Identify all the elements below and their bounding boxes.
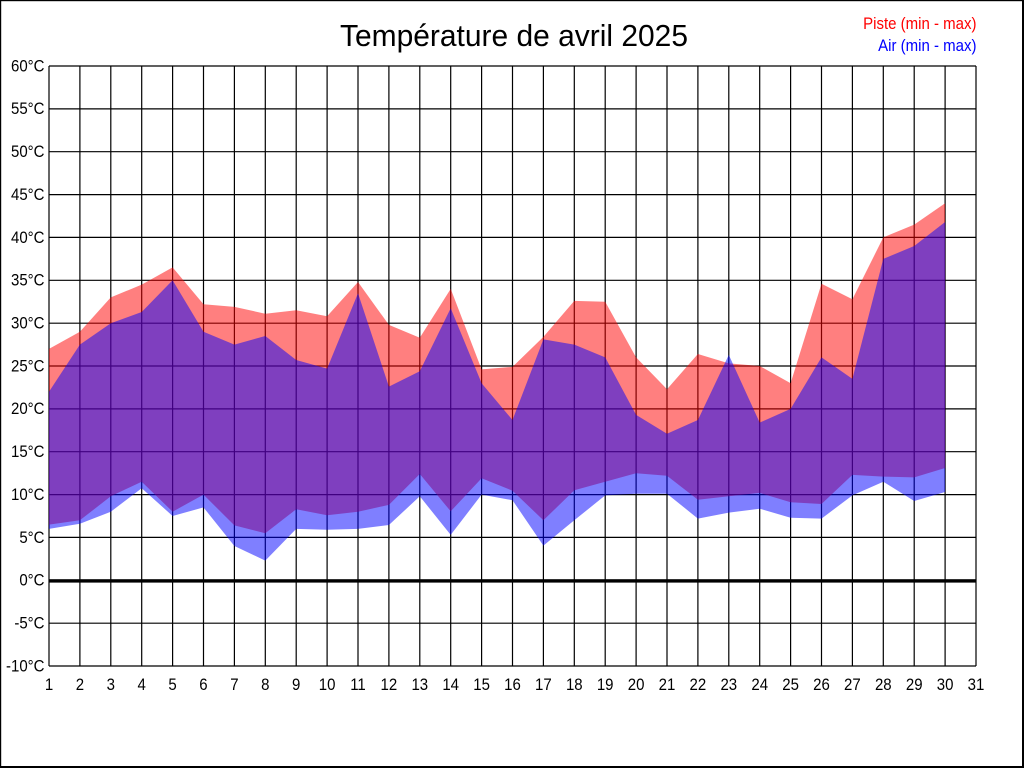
svg-text:35°C: 35°C: [11, 272, 45, 290]
svg-text:3: 3: [107, 677, 115, 695]
svg-text:2: 2: [76, 677, 84, 695]
svg-text:30°C: 30°C: [11, 315, 45, 333]
svg-text:-5°C: -5°C: [14, 615, 44, 633]
svg-text:6: 6: [199, 677, 207, 695]
svg-text:21: 21: [659, 677, 676, 695]
svg-text:13: 13: [411, 677, 428, 695]
svg-text:-10°C: -10°C: [6, 658, 45, 676]
svg-text:5°C: 5°C: [19, 529, 44, 547]
svg-text:Piste (min - max): Piste (min - max): [863, 16, 976, 34]
svg-text:20: 20: [628, 677, 645, 695]
svg-text:5: 5: [168, 677, 177, 695]
svg-text:16: 16: [504, 677, 521, 695]
svg-text:9: 9: [292, 677, 300, 695]
svg-text:55°C: 55°C: [11, 101, 45, 119]
svg-text:25°C: 25°C: [11, 358, 45, 376]
svg-text:Température de avril 2025: Température de avril 2025: [340, 18, 688, 53]
svg-text:Air (min - max): Air (min - max): [878, 38, 976, 56]
svg-text:1: 1: [45, 677, 53, 695]
svg-text:10: 10: [319, 677, 336, 695]
svg-text:15°C: 15°C: [11, 444, 45, 462]
svg-text:19: 19: [597, 677, 614, 695]
svg-text:22: 22: [690, 677, 707, 695]
svg-text:50°C: 50°C: [11, 144, 45, 162]
svg-text:17: 17: [535, 677, 552, 695]
svg-text:14: 14: [442, 677, 459, 695]
svg-text:10°C: 10°C: [11, 486, 45, 504]
svg-text:23: 23: [720, 677, 737, 695]
svg-text:12: 12: [381, 677, 398, 695]
svg-text:28: 28: [875, 677, 892, 695]
svg-text:15: 15: [473, 677, 490, 695]
svg-text:11: 11: [350, 677, 366, 695]
svg-text:40°C: 40°C: [11, 229, 45, 247]
svg-text:4: 4: [138, 677, 147, 695]
svg-text:26: 26: [813, 677, 830, 695]
svg-text:25: 25: [782, 677, 799, 695]
svg-text:27: 27: [844, 677, 861, 695]
svg-text:24: 24: [751, 677, 768, 695]
svg-text:20°C: 20°C: [11, 401, 45, 419]
svg-text:30: 30: [937, 677, 954, 695]
svg-text:18: 18: [566, 677, 583, 695]
svg-text:0°C: 0°C: [19, 572, 44, 590]
svg-text:60°C: 60°C: [11, 58, 45, 76]
svg-text:7: 7: [230, 677, 238, 695]
svg-text:8: 8: [261, 677, 269, 695]
svg-text:31: 31: [968, 677, 985, 695]
svg-text:45°C: 45°C: [11, 186, 45, 204]
svg-text:29: 29: [906, 677, 923, 695]
